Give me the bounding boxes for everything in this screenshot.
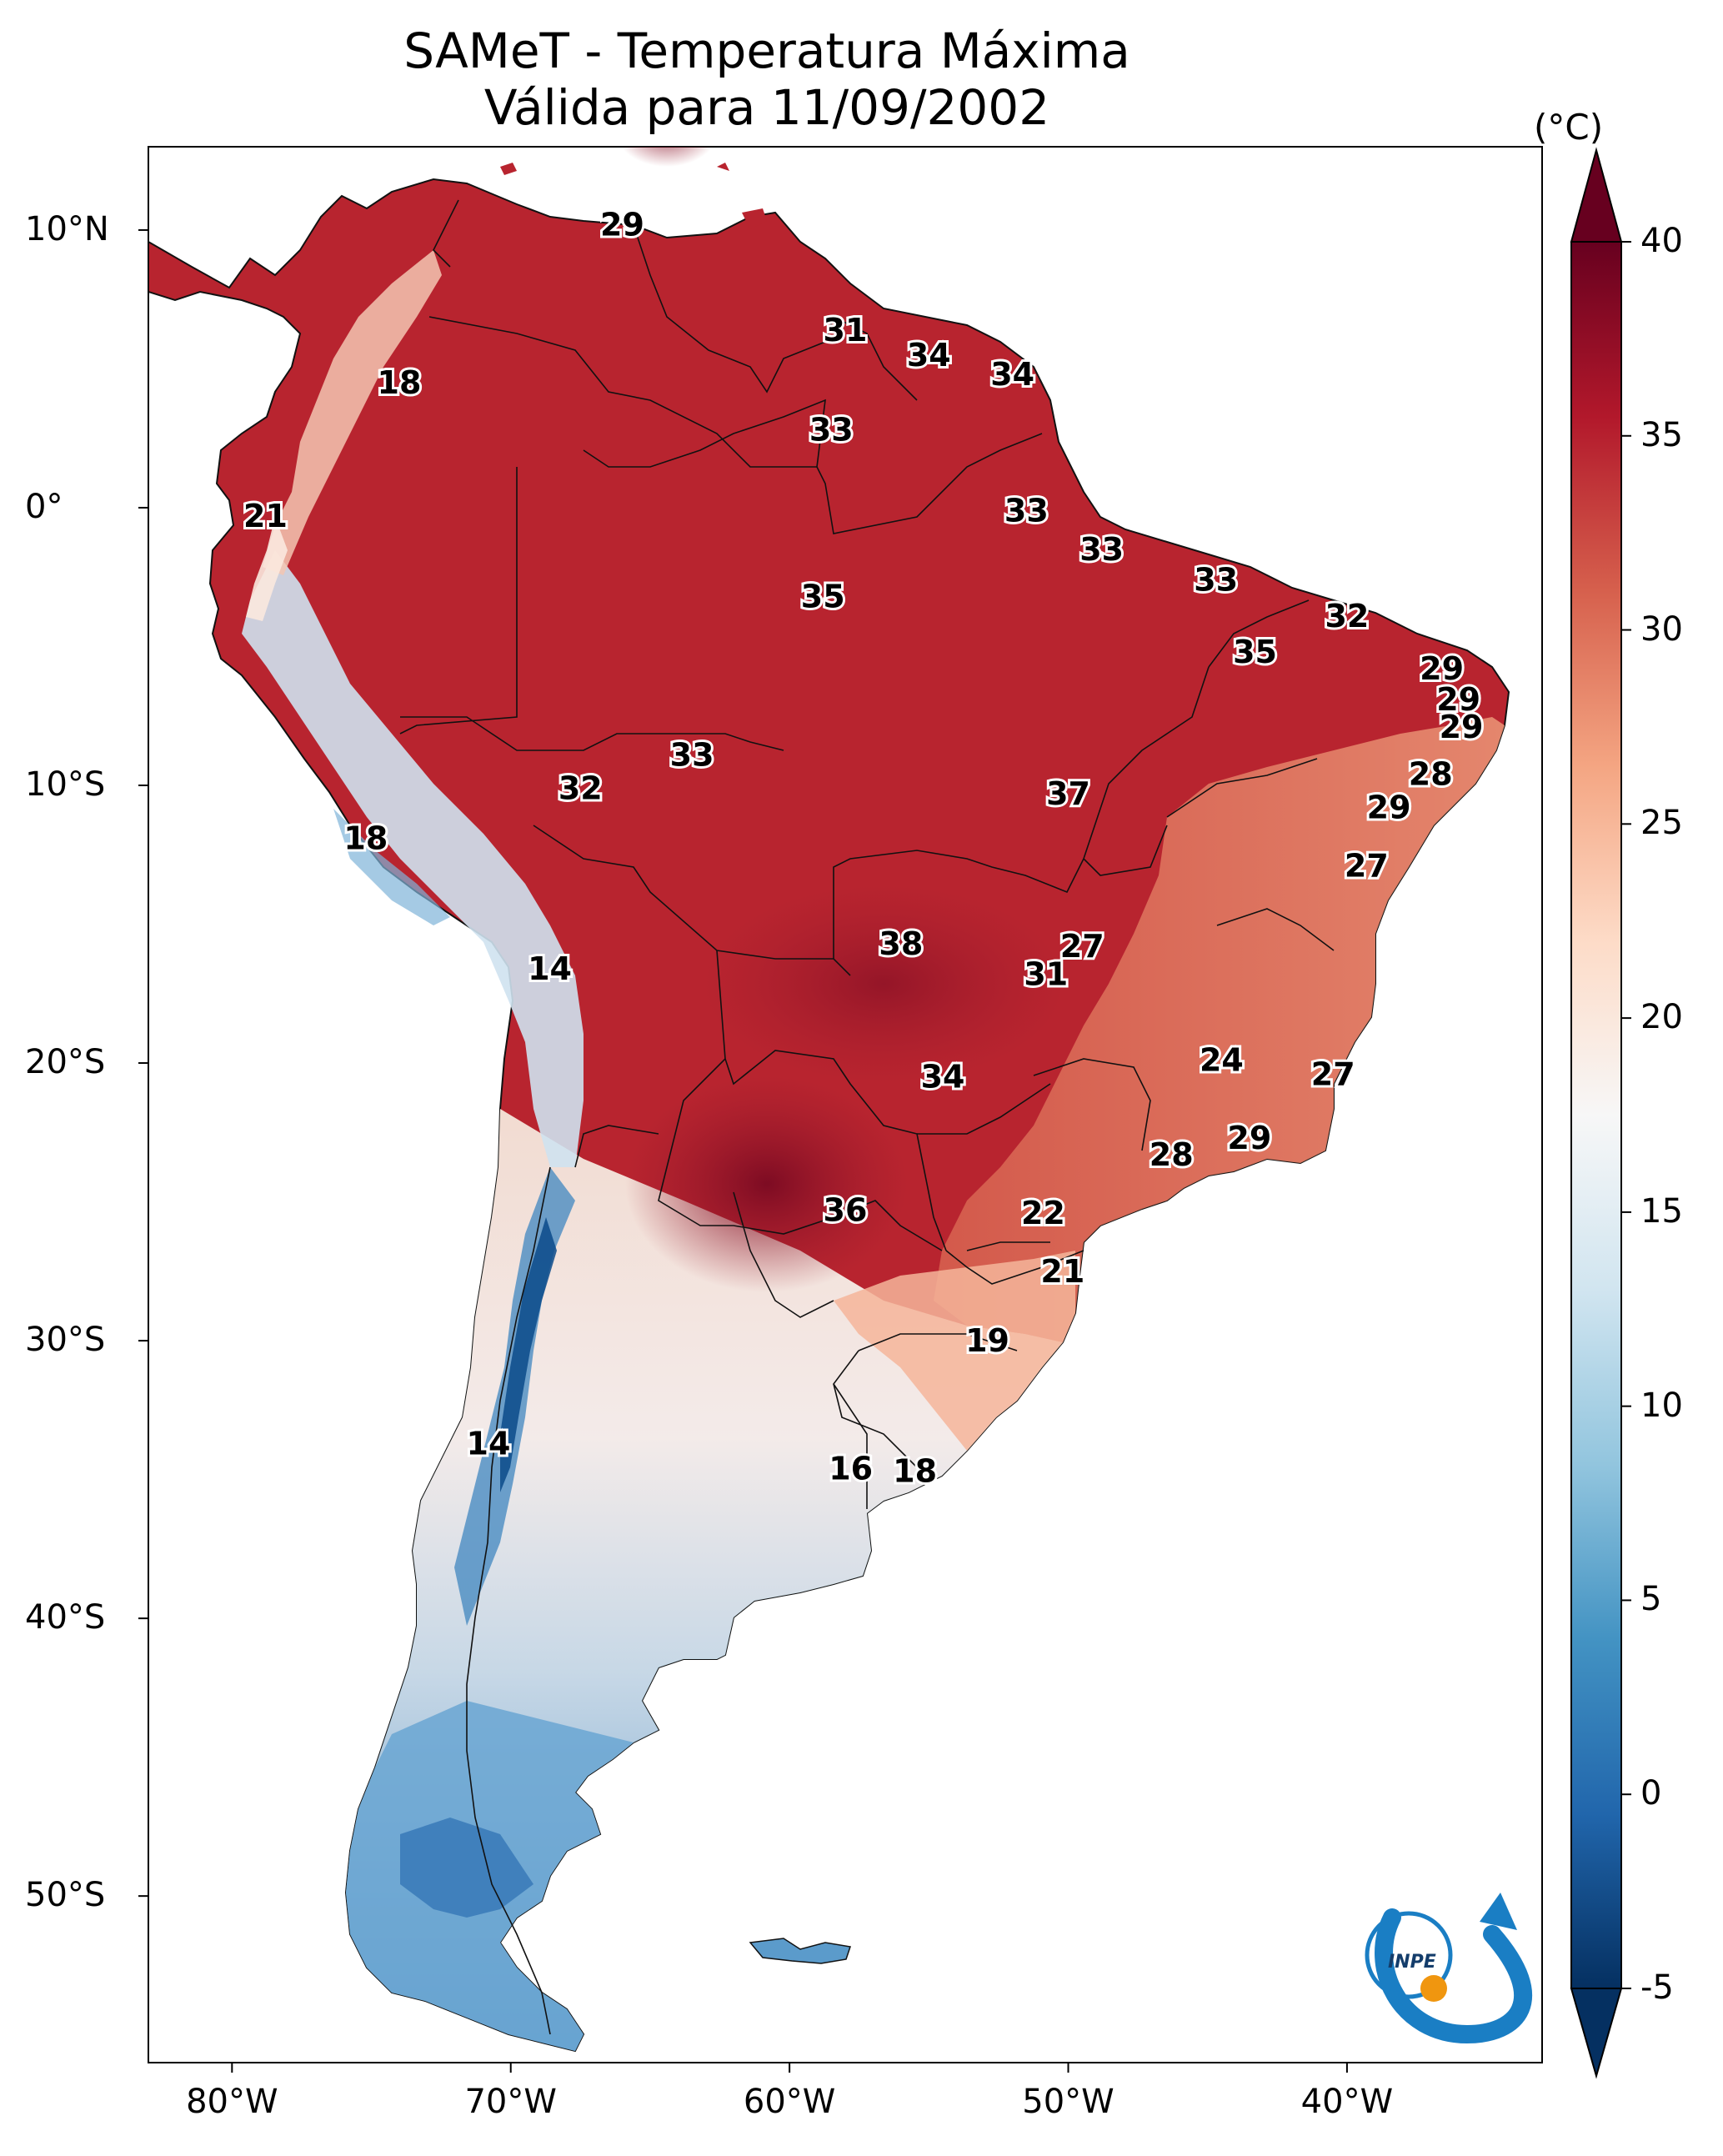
temperature-value-label: 31: [824, 312, 868, 348]
temperature-value-label: 36: [824, 1192, 868, 1229]
temperature-value-label: 33: [670, 736, 714, 773]
temperature-value-label: 27: [1060, 928, 1104, 965]
temperature-value-label: 29: [1440, 709, 1484, 745]
lat-tick-label: 20°S: [25, 1043, 106, 1082]
temperature-value-label: 28: [1409, 756, 1453, 793]
temperature-value-label: 34: [990, 356, 1034, 393]
temperature-value-label: 37: [1046, 775, 1090, 812]
lat-tick-label: 10°N: [25, 209, 109, 248]
temperature-value-label: 33: [1194, 562, 1238, 599]
andes-coldest-core: [500, 1217, 557, 1492]
lat-tick-label: 0°: [25, 487, 63, 526]
lat-ticks: [138, 228, 148, 1898]
logo-text: INPE: [1388, 1952, 1436, 1973]
colorbar-min-extend: [1570, 1988, 1623, 2079]
temperature-value-label: 35: [801, 579, 845, 615]
colorbar-unit: (°C): [1534, 107, 1604, 148]
temperature-value-label: 14: [528, 950, 572, 987]
colorbar-tick-label: 25: [1640, 804, 1683, 843]
logo-sun-icon: [1420, 1975, 1447, 2002]
temperature-value-label: 29: [1420, 650, 1464, 687]
lat-tick-label: 30°S: [25, 1321, 106, 1360]
lat-tick-label: 50°S: [25, 1876, 106, 1915]
colorbar-tick-label: 10: [1640, 1386, 1683, 1425]
temperature-value-label: 18: [893, 1453, 937, 1490]
inpe-logo: INPE: [1365, 1893, 1532, 2044]
temperature-value-label: 16: [829, 1450, 873, 1487]
temperature-value-label: 38: [879, 925, 923, 962]
temperature-value-label: 18: [343, 820, 388, 856]
temperature-value-label: 28: [1150, 1136, 1194, 1173]
andes-cool-strip-north: [242, 550, 584, 1167]
logo-arrow-icon: [1480, 1893, 1517, 1930]
lon-tick-label: 50°W: [1022, 2083, 1114, 2121]
andes-cold-north-core: [333, 809, 450, 925]
lon-tick-label: 60°W: [743, 2083, 836, 2121]
colorbar-bar: [1570, 241, 1622, 1989]
lon-tick-label: 40°W: [1300, 2083, 1394, 2121]
temperature-value-label: 35: [1233, 634, 1277, 670]
colorbar-max-extend: [1570, 147, 1623, 243]
temperature-value-label: 24: [1200, 1042, 1244, 1079]
temperature-value-label: 32: [1325, 598, 1369, 634]
southern-brazil-transition: [834, 1251, 1075, 1451]
colorbar-tick-label: 30: [1640, 609, 1683, 649]
temperature-value-label: 33: [1004, 492, 1049, 529]
hot-core-mato-grosso: [700, 884, 1067, 1084]
logo-ring-icon: [1365, 1911, 1453, 1999]
colombian-andes: [263, 250, 442, 575]
country-borders: [399, 199, 1335, 2035]
lon-ticks: [231, 2063, 1348, 2073]
temperature-value-label: 31: [1024, 955, 1068, 992]
temperature-value-label: 34: [921, 1059, 965, 1096]
chart-title-line2: Válida para 11/09/2002: [483, 79, 1050, 136]
lat-tick-label: 10°S: [25, 765, 106, 804]
temperature-value-label: 29: [1436, 681, 1480, 718]
colorbar-tick-label: 40: [1640, 222, 1683, 260]
chart-title-line1: SAMeT - Temperatura Máxima: [403, 23, 1130, 79]
temperature-value-label: 21: [1040, 1253, 1084, 1290]
temperature-value-label: 33: [809, 412, 854, 449]
temperature-value-label: 29: [1227, 1120, 1271, 1156]
colorbar-tick-label: 0: [1640, 1774, 1662, 1813]
temperature-value-label: 14: [467, 1425, 511, 1462]
colorbar: [1570, 147, 1631, 2079]
colorbar-tick-label: -5: [1640, 1968, 1674, 2007]
colorbar-tick-label: 35: [1640, 415, 1683, 454]
temperature-value-label: 27: [1345, 848, 1389, 885]
lat-tick-label: 40°S: [25, 1598, 106, 1637]
hot-core-venezuela: [621, 147, 713, 167]
logo-swoosh-icon: [1375, 1908, 1532, 2044]
colorbar-ticks: [1621, 241, 1631, 1989]
hot-core-paraguay: [625, 1075, 909, 1292]
colorbar-tick-label: 20: [1640, 998, 1683, 1037]
temperature-value-label: 21: [243, 498, 288, 534]
falkland-islands: [749, 1938, 851, 1964]
ecuador-highlands: [246, 517, 288, 621]
lon-tick-label: 70°W: [464, 2083, 557, 2121]
temperature-value-label: 18: [378, 364, 422, 401]
eastern-brazil-region: [934, 717, 1505, 1342]
lon-tick-label: 80°W: [186, 2083, 278, 2121]
temperature-value-label: 33: [1079, 531, 1124, 568]
temperature-value-label: 34: [907, 337, 951, 374]
temperature-value-label: 19: [965, 1322, 1009, 1359]
temperature-value-label: 29: [600, 206, 644, 243]
temperature-value-label: 22: [1021, 1195, 1065, 1231]
colorbar-tick-label: 5: [1640, 1580, 1662, 1619]
colorbar-tick-label: 15: [1640, 1191, 1683, 1231]
temperature-value-label: 29: [1367, 790, 1411, 826]
temperature-value-label: 32: [558, 770, 603, 806]
temperature-value-label: 27: [1311, 1055, 1355, 1092]
patagonia-cold-core: [400, 1818, 533, 1918]
